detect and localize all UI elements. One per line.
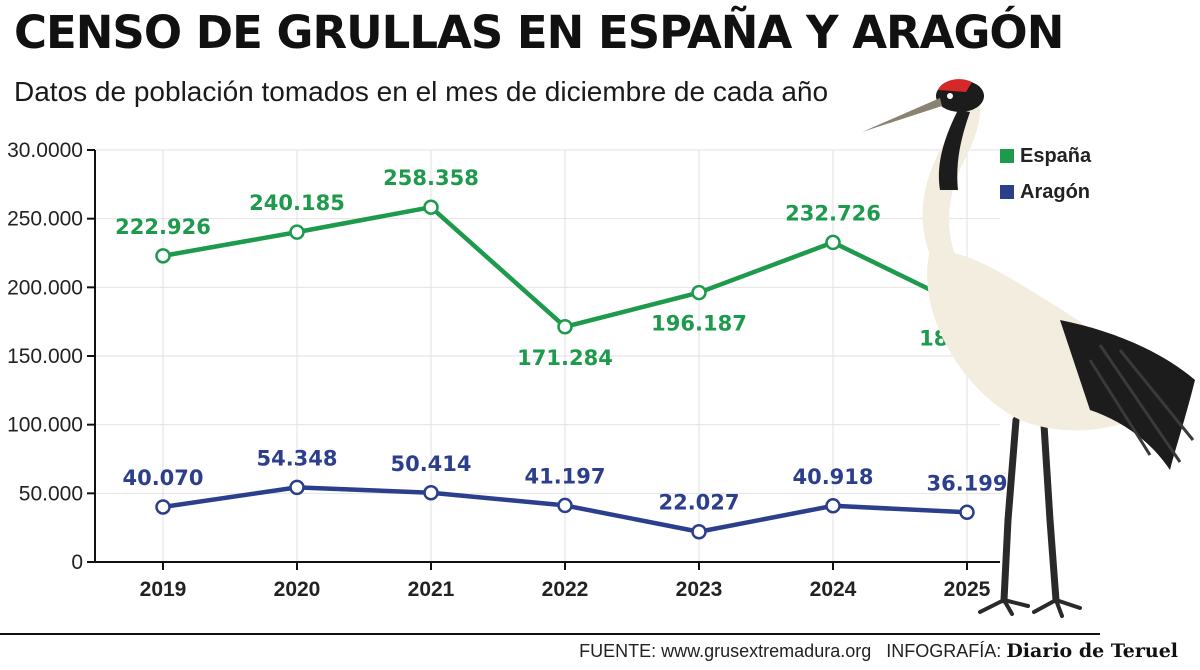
data-point-aragon: [825, 498, 841, 514]
data-label-espana: 222.926: [115, 215, 211, 239]
chart-title: CENSO DE GRULLAS EN ESPAÑA Y ARAGÓN: [14, 6, 1064, 59]
data-point-aragon: [155, 499, 171, 515]
y-tick-label: 50.000: [19, 482, 83, 505]
data-label-aragon: 50.414: [390, 452, 471, 476]
data-label-aragon: 40.918: [792, 465, 873, 489]
y-axis: 0 50.000 100.000 150.000 200.000 250.000 30.00…: [7, 139, 96, 574]
x-tick-label: 2025: [944, 578, 991, 601]
y-tick-label: 100.000: [7, 414, 83, 437]
footer: FUENTE: www.grusextremadura.org INFOGRAF…: [579, 640, 1178, 662]
data-label-espana: 240.185: [249, 191, 345, 215]
source-label: FUENTE:: [579, 641, 657, 661]
brand-logo: Diario de Teruel: [1006, 640, 1178, 662]
chart-subtitle: Datos de población tomados en el mes de …: [14, 76, 829, 107]
data-label-aragon: 41.197: [524, 464, 605, 488]
source-url: www.grusextremadura.org: [661, 641, 872, 661]
credit-label: INFOGRAFÍA:: [886, 641, 1002, 661]
legend: España Aragón: [1000, 145, 1092, 203]
x-tick-label: 2024: [810, 578, 857, 601]
line-chart: 0 50.000 100.000 150.000 200.000 250.000 30.00…: [7, 79, 1195, 618]
data-label-aragon: 36.199: [926, 471, 1007, 495]
data-label-espana: 196.187: [651, 312, 747, 336]
data-point-espana: [691, 284, 707, 301]
crane-illustration: [862, 79, 1195, 618]
data-point-aragon: [557, 497, 573, 514]
y-tick-label: 250.000: [7, 208, 83, 231]
legend-label: Aragón: [1020, 181, 1090, 203]
data-point-espana: [825, 234, 841, 251]
legend-label: España: [1020, 145, 1092, 167]
y-tick-label: 0: [71, 551, 83, 574]
data-point-aragon: [691, 523, 707, 540]
data-label-espana: 232.726: [785, 201, 881, 225]
x-tick-label: 2022: [542, 578, 589, 601]
x-tick-label: 2023: [676, 578, 723, 601]
legend-swatch: [1000, 149, 1014, 163]
data-point-espana: [289, 224, 305, 240]
data-point-aragon: [423, 485, 439, 501]
data-point-espana: [557, 319, 573, 335]
data-label-aragon: 54.348: [256, 446, 337, 470]
x-tick-label: 2019: [140, 578, 187, 601]
y-tick-label: 30.0000: [7, 139, 83, 162]
data-point-espana: [155, 248, 171, 264]
data-point-aragon: [959, 504, 975, 521]
data-label-aragon: 22.027: [658, 491, 739, 515]
footer-divider: [0, 633, 1100, 635]
x-axis: 2019 2020 2021 2022 2023 2024 2025: [95, 561, 1000, 601]
legend-swatch: [1000, 185, 1014, 199]
y-tick-label: 150.000: [7, 345, 83, 368]
x-tick-label: 2021: [408, 578, 455, 601]
y-tick-label: 200.000: [7, 276, 83, 299]
data-point-espana: [423, 199, 439, 215]
data-label-espana: 258.358: [383, 166, 479, 190]
data-point-aragon: [289, 479, 305, 496]
data-label-espana: 171.284: [517, 346, 613, 370]
data-label-aragon: 40.070: [122, 466, 203, 490]
x-tick-label: 2020: [274, 578, 321, 601]
